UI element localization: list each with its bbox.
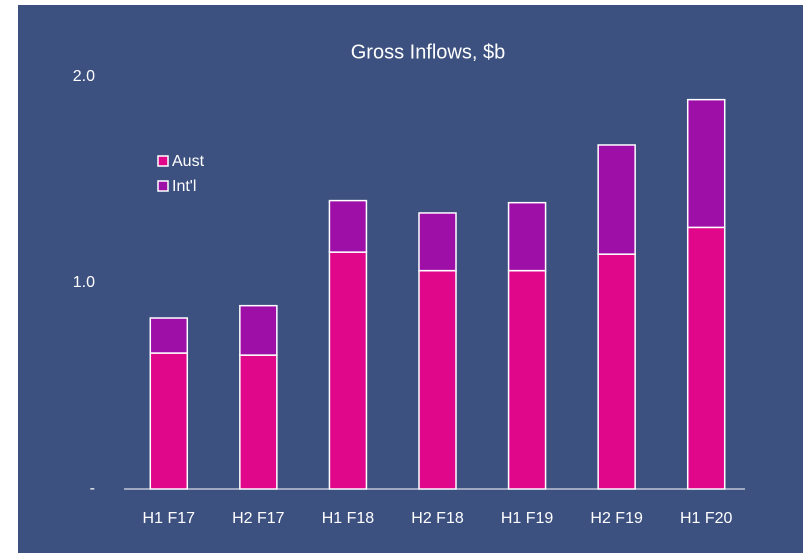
bar-segment [149,352,189,490]
bar-segment [507,201,547,272]
bar-segment [597,144,636,255]
x-tick-label: H2 F17 [232,510,285,527]
bar-segment [418,269,457,490]
bar-segment [328,251,368,490]
bar-segment [418,212,457,272]
x-tick-label: H1 F17 [143,510,196,527]
bar-segment [328,199,368,253]
x-tick-label: H2 F19 [590,510,643,527]
x-tick-label: H1 F19 [501,510,554,527]
legend-label: Aust [172,153,205,170]
bar-segment [507,269,547,490]
chart-background [18,5,803,553]
bar-segment [149,317,189,354]
y-tick-label: 1.0 [73,274,95,291]
legend-swatch [157,180,169,192]
chart-title: Gross Inflows, $b [351,41,506,63]
bar-segment [239,304,278,356]
bar-segment [686,226,726,490]
x-tick-label: H1 F18 [322,510,375,527]
y-tick-label: - [90,480,95,497]
x-tick-label: H2 F18 [411,510,464,527]
y-tick-label: 2.0 [73,68,95,85]
bar-segment [686,98,726,229]
bar-segment [239,354,278,490]
x-tick-label: H1 F20 [680,510,733,527]
bar-segment [597,253,636,490]
legend-swatch [157,155,169,167]
legend-label: Int'l [172,178,196,195]
